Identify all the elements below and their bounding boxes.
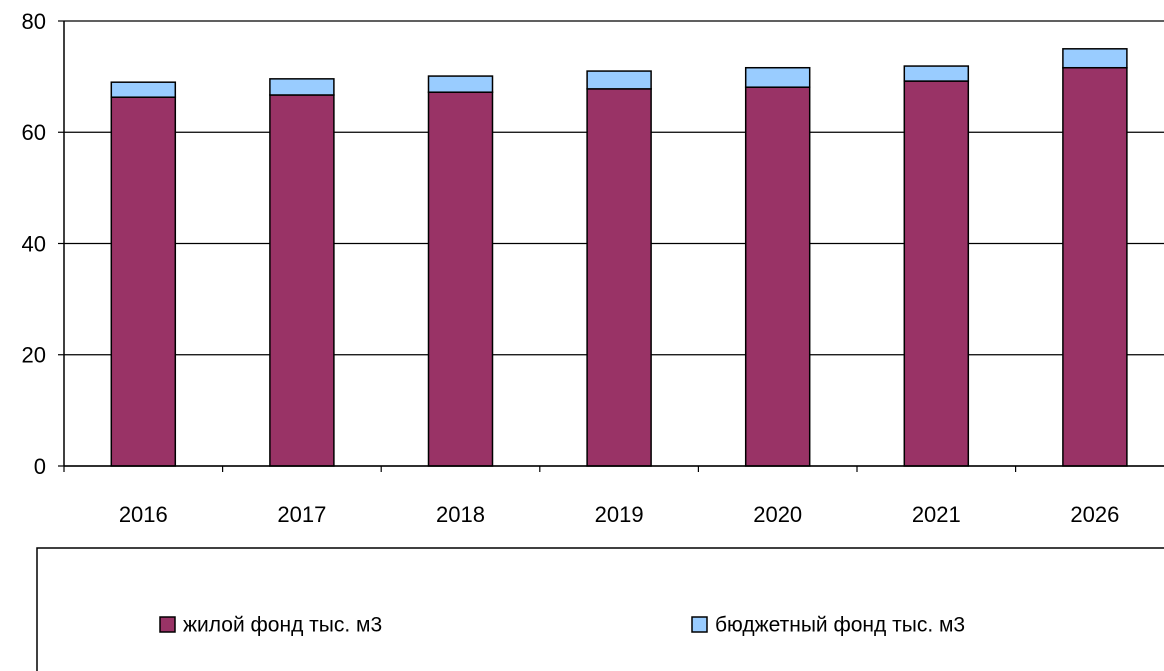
x-tick-label: 2019 [595, 502, 644, 527]
x-tick-label: 2020 [753, 502, 802, 527]
x-tick-label: 2018 [436, 502, 485, 527]
bar-segment [1062, 48, 1128, 69]
legend-box [36, 547, 1164, 671]
legend-label: жилой фонд тыс. м3 [183, 614, 382, 637]
y-tick-label: 20 [22, 343, 46, 368]
bar-segment [427, 75, 494, 93]
x-tick-label: 2026 [1070, 502, 1119, 527]
y-tick-label: 80 [22, 9, 46, 34]
y-tick-label: 0 [34, 454, 46, 479]
legend-swatch [691, 616, 708, 633]
bar-segment [744, 86, 811, 467]
bar-segment [427, 91, 494, 467]
legend: жилой фонд тыс. м3 бюджетный фонд тыс. м3 [159, 614, 965, 637]
legend-label: бюджетный фонд тыс. м3 [715, 614, 965, 637]
bar-segment [110, 81, 177, 98]
bar-segment [903, 65, 970, 82]
bar-segment [269, 78, 335, 96]
x-tick-label: 2017 [277, 502, 326, 527]
y-tick-label: 40 [22, 231, 46, 256]
bar-segment [903, 80, 970, 467]
x-tick-label: 2021 [912, 502, 961, 527]
legend-swatch [159, 616, 176, 633]
bar-segment [1062, 66, 1128, 467]
x-tick-label: 2016 [119, 502, 168, 527]
y-tick-label: 60 [22, 120, 46, 145]
bar-segment [269, 94, 335, 467]
bar-segment [586, 70, 652, 90]
bar-segment [110, 96, 177, 467]
bar-segment [744, 66, 811, 88]
bar-segment [586, 88, 652, 467]
